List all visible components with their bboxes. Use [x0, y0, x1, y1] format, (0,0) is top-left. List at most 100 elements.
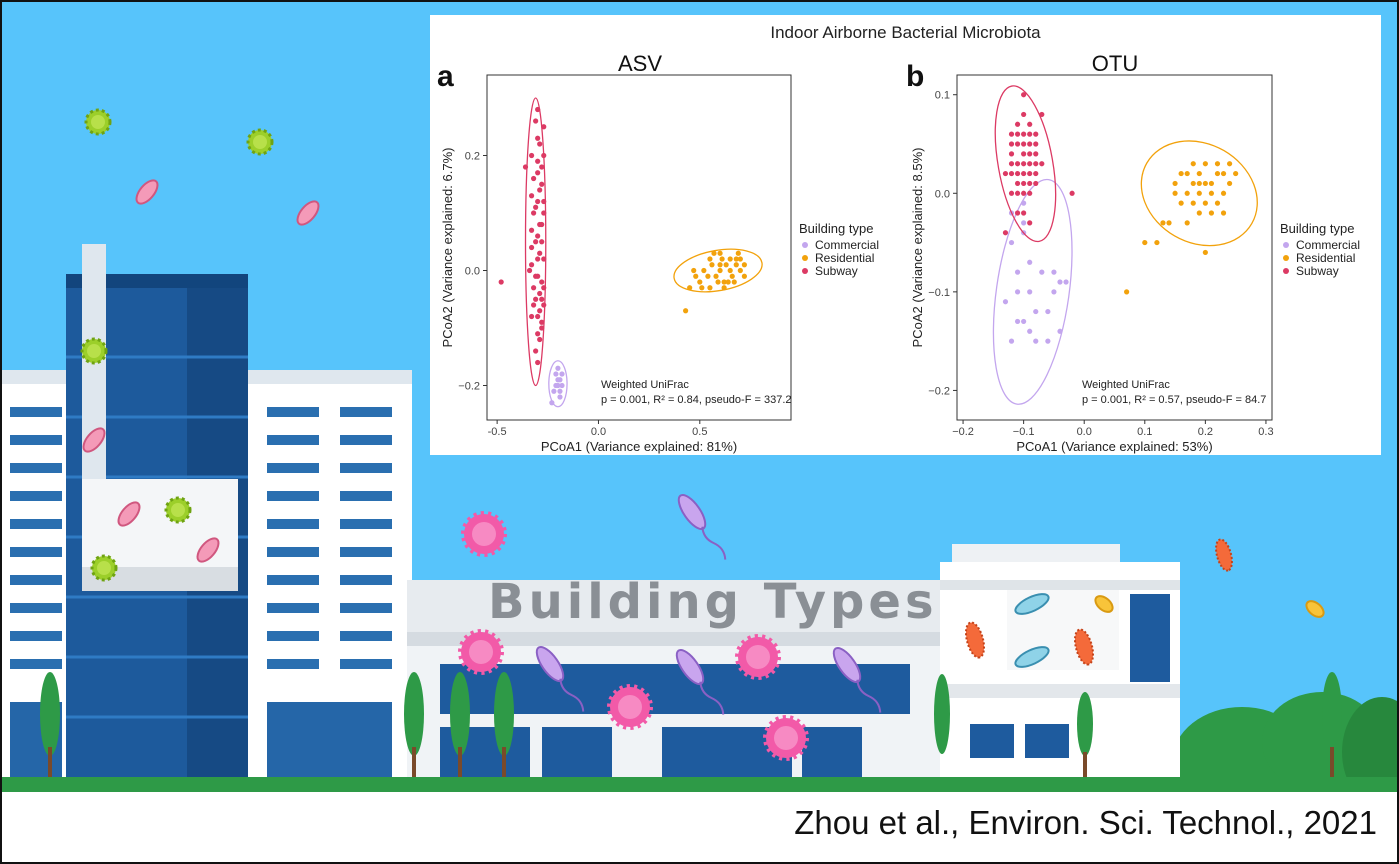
- subway-point: [1027, 131, 1033, 137]
- subway-point: [1033, 170, 1039, 177]
- residential-ellipse: [1140, 140, 1258, 247]
- residential-point: [715, 279, 721, 285]
- legend-label-residential: Residential: [815, 251, 874, 265]
- subway-point: [533, 348, 539, 354]
- subway-point: [541, 198, 547, 205]
- x-axis-label: PCoA1 (Variance explained: 81%): [541, 439, 737, 454]
- legend-swatch-residential: [802, 255, 808, 261]
- tentacled-bacterium-icon: [677, 493, 727, 560]
- subway-point: [1002, 230, 1009, 236]
- legend-label-subway: Subway: [815, 264, 858, 278]
- panel-title: Indoor Airborne Bacterial Microbiota: [770, 23, 1041, 42]
- subway-point: [498, 279, 504, 285]
- residential-point: [1178, 200, 1184, 206]
- commercial-point: [1063, 279, 1069, 285]
- commercial-point: [553, 371, 559, 377]
- residential-point: [691, 267, 697, 274]
- commercial-point: [1027, 289, 1033, 295]
- virus-icon: [84, 108, 112, 136]
- residential-point: [1208, 190, 1215, 196]
- subway-point: [537, 187, 543, 193]
- y-tick-label: 0.0: [465, 266, 480, 278]
- subway-point: [535, 359, 541, 366]
- spiky-microbe-icon: [607, 684, 653, 730]
- subway-point: [1033, 151, 1039, 157]
- residential-point: [1220, 210, 1227, 216]
- commercial-point: [1045, 308, 1051, 315]
- bacteria-icon: [1014, 646, 1050, 668]
- legend-swatch-commercial: [1283, 242, 1289, 248]
- subway-point: [1014, 180, 1021, 187]
- otu-chart-title: OTU: [1091, 51, 1139, 76]
- residential-point: [1178, 170, 1184, 177]
- x-tick-label: 0.1: [1137, 426, 1152, 438]
- subway-point: [1033, 141, 1039, 147]
- residential-point: [1226, 180, 1233, 187]
- panel-label-a: a: [437, 60, 454, 93]
- annotation-stats: p = 0.001, R² = 0.84, pseudo-F = 337.2: [601, 394, 792, 406]
- asv-pcoa-chart: -0.5 0.0 0.5 −0.2 0.0 0.2 PCoA1 (Variance expl…: [440, 74, 879, 454]
- subway-point: [537, 290, 543, 297]
- subway-point: [1021, 190, 1027, 196]
- subway-point: [526, 267, 533, 274]
- tentacled-bacterium-icon: [535, 645, 585, 712]
- subway-point: [1027, 190, 1033, 196]
- subway-point: [537, 250, 543, 256]
- commercial-point: [1014, 289, 1021, 295]
- tentacled-bacterium-icon: [832, 646, 882, 713]
- bacteria-icon: [117, 501, 141, 527]
- commercial-point: [1039, 269, 1045, 275]
- subway-point: [541, 285, 547, 291]
- legend-title: Building type: [799, 221, 873, 236]
- residential-point: [1142, 239, 1148, 246]
- residential-point: [1172, 190, 1178, 196]
- legend-swatch-subway: [1283, 268, 1289, 274]
- legend-label-commercial: Commercial: [1296, 238, 1360, 252]
- subway-point: [1008, 190, 1015, 196]
- otu-pcoa-chart: −0.2 −0.1 0.0 0.1 0.2 0.3−0.2−0.10.00.1PCoA1 …: [910, 74, 1360, 454]
- spiky-microbe-icon: [458, 629, 504, 675]
- commercial-point: [1033, 308, 1039, 315]
- subway-point: [528, 244, 535, 251]
- residential-point: [1184, 220, 1190, 226]
- subway-point: [1033, 180, 1039, 187]
- commercial-point: [555, 377, 561, 383]
- subway-point: [1014, 170, 1021, 177]
- spiky-microbe-icon: [763, 715, 809, 761]
- residential-house: [940, 544, 1180, 790]
- commercial-point: [1008, 338, 1015, 344]
- subway-point: [541, 302, 547, 308]
- commercial-point: [1027, 259, 1033, 265]
- commercial-point: [1027, 328, 1033, 334]
- commercial-ellipse: [992, 178, 1073, 405]
- subway-point: [539, 279, 545, 285]
- subway-point: [1021, 210, 1027, 216]
- residential-point: [1190, 180, 1196, 187]
- subway-point: [535, 233, 541, 239]
- subway-point: [1021, 111, 1027, 118]
- subway-point: [1014, 210, 1021, 216]
- subway-point: [539, 181, 545, 187]
- residential-point: [737, 256, 743, 262]
- subway-point: [1027, 161, 1033, 167]
- residential-point: [711, 250, 717, 256]
- residential-point: [1233, 170, 1239, 177]
- residential-point: [699, 285, 705, 291]
- pcoa-panel: Indoor Airborne Bacterial Microbiota a A…: [430, 15, 1381, 455]
- annotation-method: Weighted UniFrac: [601, 379, 689, 391]
- asv-chart-title: ASV: [617, 51, 663, 76]
- y-tick-label: −0.1: [928, 287, 950, 299]
- residential-point: [1214, 161, 1221, 167]
- residential-ellipse: [673, 248, 763, 293]
- spiky-microbe-icon: [735, 634, 781, 680]
- subway-point: [541, 124, 547, 130]
- virus-icon: [164, 496, 192, 524]
- bacteria-icon: [296, 200, 320, 226]
- commercial-point: [1051, 289, 1057, 295]
- subway-point: [1014, 131, 1021, 137]
- subway-point: [1021, 131, 1027, 137]
- bacteria-icon: [1094, 595, 1114, 613]
- commercial-point: [1008, 239, 1015, 246]
- subway-point: [537, 141, 543, 147]
- x-tick-label: 0.2: [1198, 426, 1213, 438]
